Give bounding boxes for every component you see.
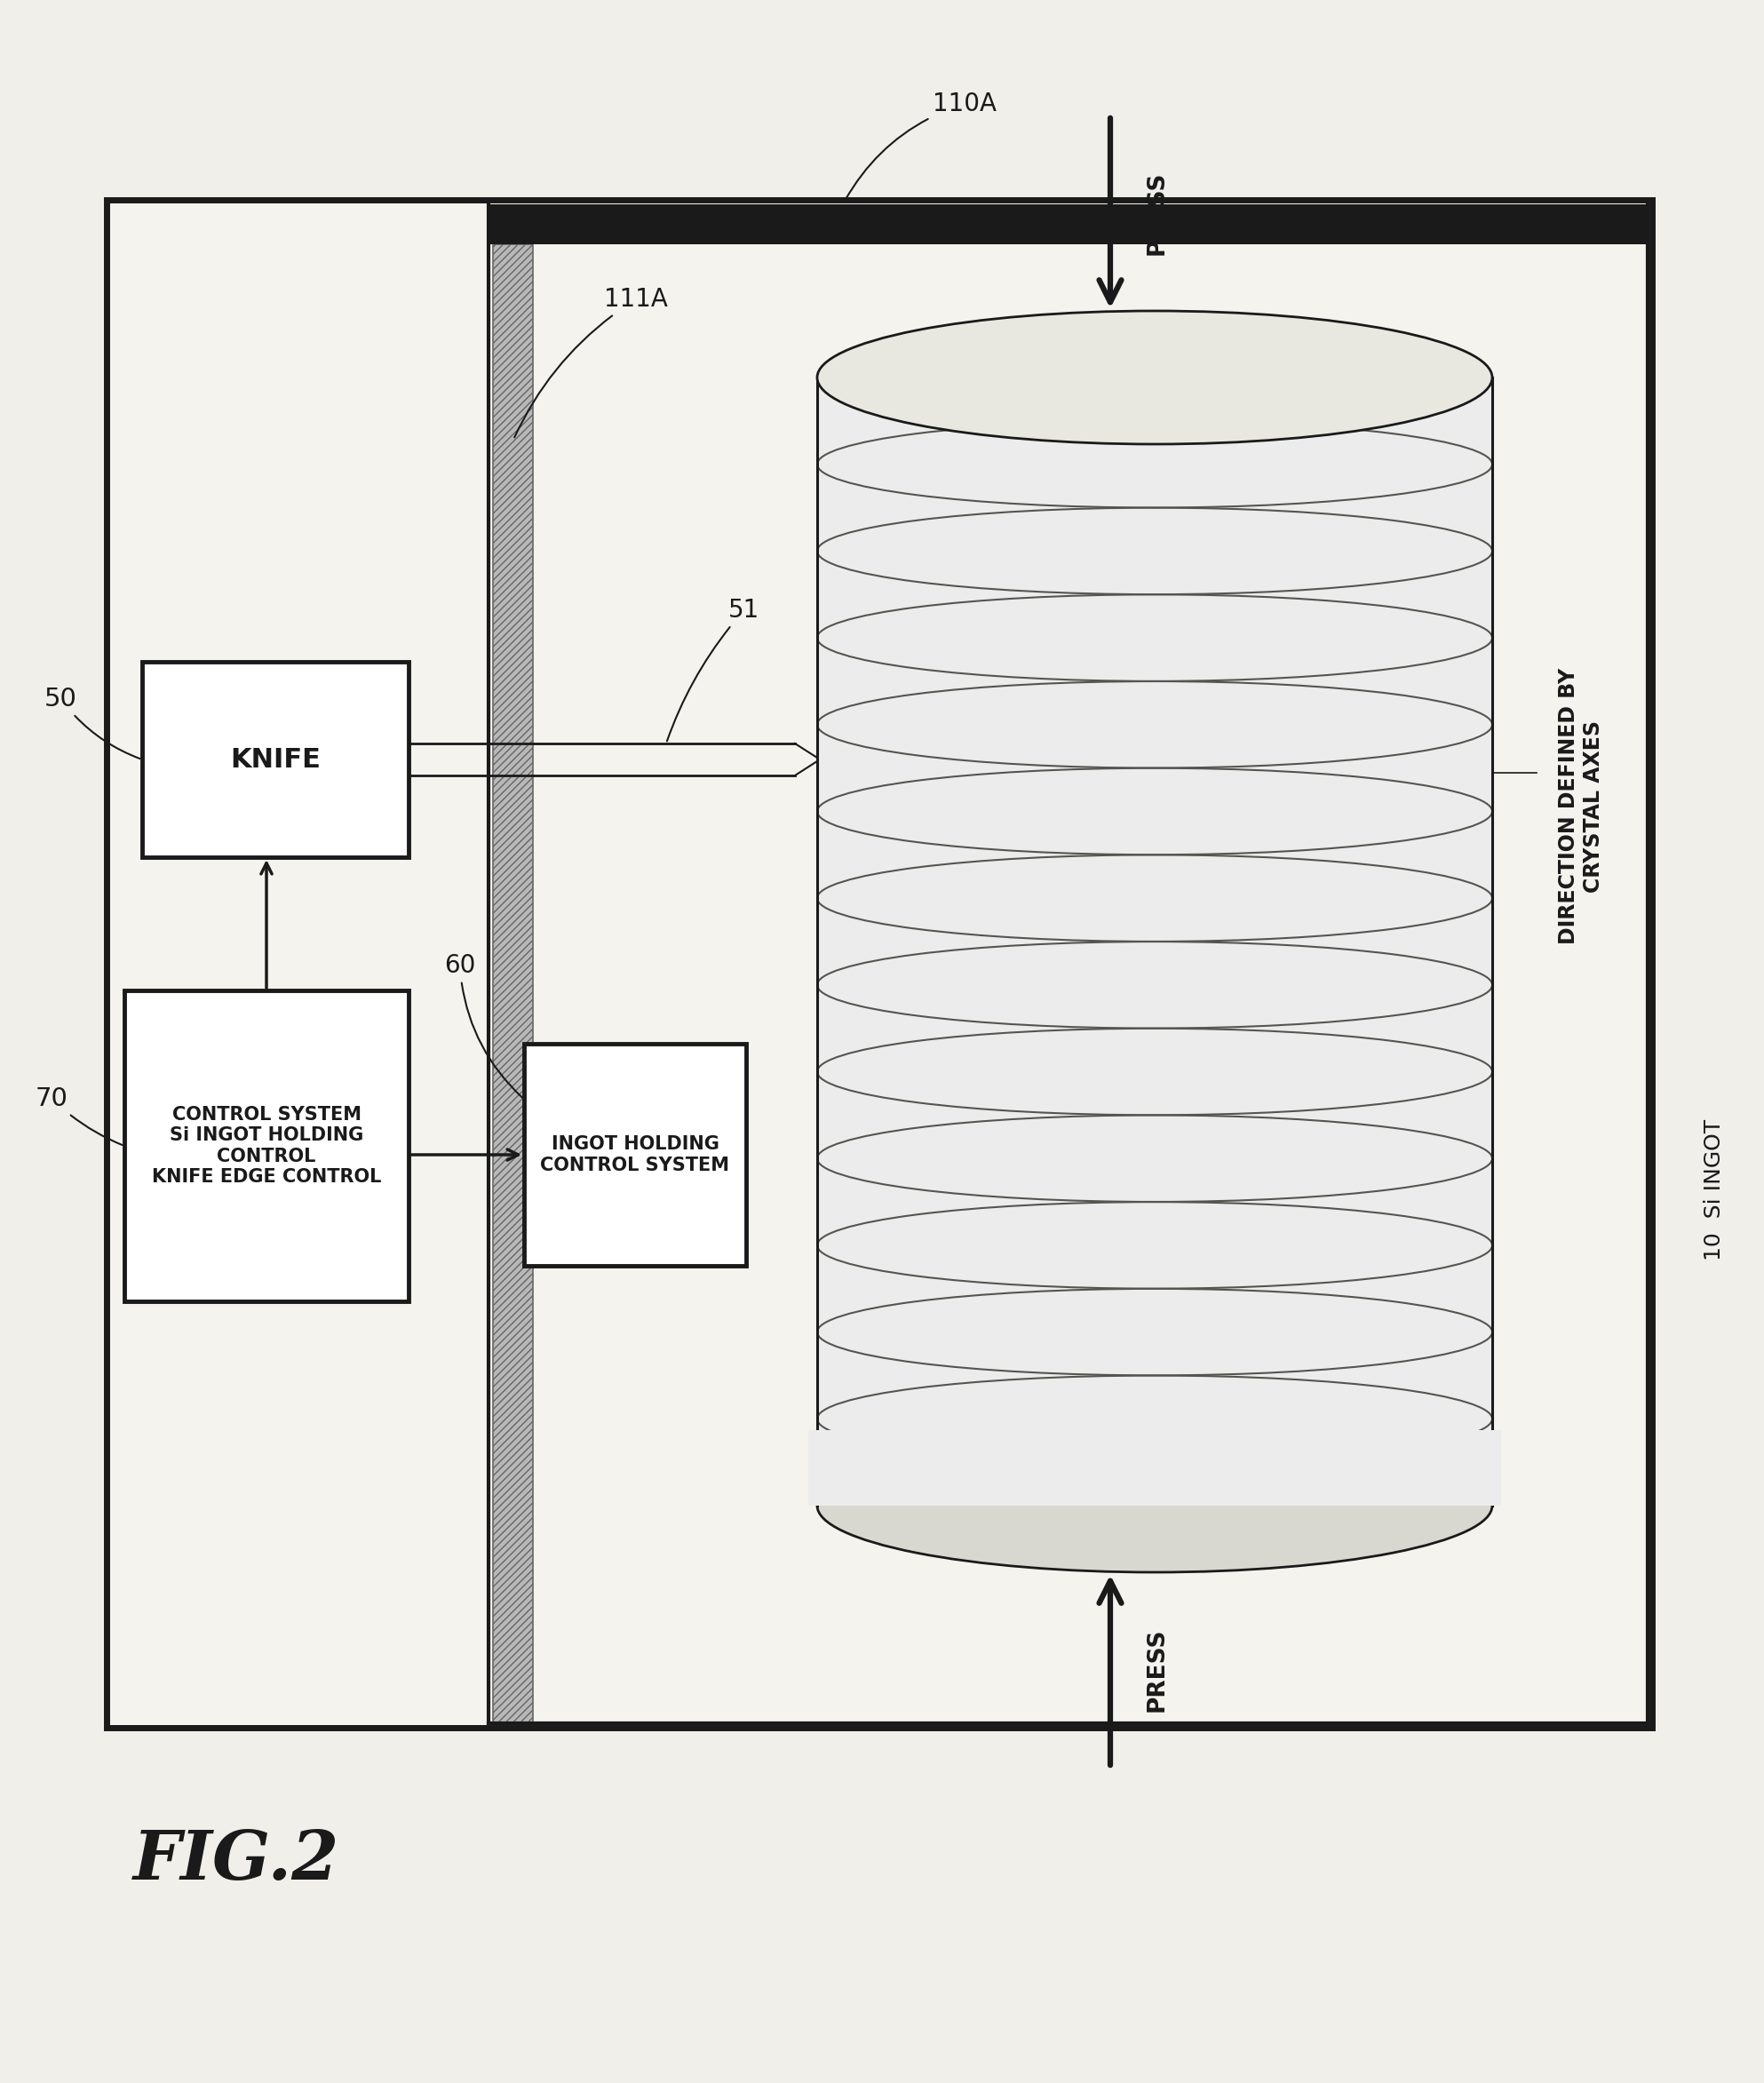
Text: FIG.2: FIG.2 (134, 1829, 339, 1893)
Bar (808, 1431, 1501, 1506)
Text: 51: 51 (667, 598, 760, 742)
Text: 50: 50 (44, 687, 139, 758)
Text: CONTROL SYSTEM
Si INGOT HOLDING
CONTROL
KNIFE EDGE CONTROL: CONTROL SYSTEM Si INGOT HOLDING CONTROL … (152, 1106, 381, 1185)
Ellipse shape (817, 1439, 1492, 1573)
Text: 60: 60 (445, 954, 522, 1098)
Ellipse shape (817, 310, 1492, 444)
Bar (143, 662, 409, 858)
Bar (492, 244, 533, 1723)
Bar (817, 377, 1492, 1506)
Bar (123, 989, 409, 1302)
Text: INGOT HOLDING
CONTROL SYSTEM: INGOT HOLDING CONTROL SYSTEM (540, 1135, 730, 1175)
Text: KNIFE: KNIFE (229, 746, 321, 773)
Text: 111A: 111A (515, 287, 669, 437)
Text: DIRECTION DEFINED BY
CRYSTAL AXES: DIRECTION DEFINED BY CRYSTAL AXES (1558, 669, 1603, 944)
Bar (106, 200, 1653, 1727)
Text: PRESS: PRESS (1147, 1629, 1170, 1712)
Text: 10  Si INGOT: 10 Si INGOT (1704, 1119, 1725, 1260)
Text: PRESS: PRESS (1147, 171, 1170, 254)
Text: 70: 70 (35, 1087, 122, 1146)
Bar (524, 1044, 746, 1266)
Text: 110A: 110A (845, 92, 997, 200)
Bar (489, 204, 1648, 244)
